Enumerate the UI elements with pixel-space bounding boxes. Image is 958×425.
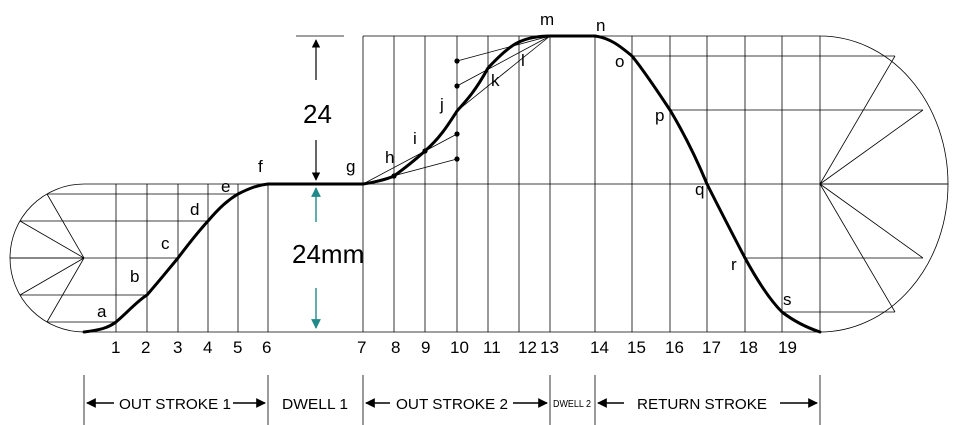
division-number: 17 xyxy=(702,338,721,357)
segment-label-outstroke-2: OUT STROKE 2 xyxy=(396,396,508,413)
division-number: 14 xyxy=(590,338,609,357)
curve-label-j: j xyxy=(439,95,444,114)
division-number: 16 xyxy=(665,338,684,357)
division-number: 3 xyxy=(173,338,182,357)
curve-label-o: o xyxy=(615,52,624,71)
curve-point-labels: a b c d e f g h i j k l m n o p q r s xyxy=(97,10,792,321)
curve-label-c: c xyxy=(161,234,170,253)
lift-mm-dimension: 24mm xyxy=(292,187,364,329)
division-number: 11 xyxy=(483,338,501,357)
division-number: 10 xyxy=(450,338,469,357)
division-number: 8 xyxy=(391,338,400,357)
division-number: 7 xyxy=(357,338,366,357)
curve-label-q: q xyxy=(695,180,704,199)
curve-label-s: s xyxy=(783,290,792,309)
lift-dimension: 24 xyxy=(296,35,344,181)
division-number: 5 xyxy=(233,338,242,357)
curve-label-h: h xyxy=(385,148,394,167)
division-number: 12 xyxy=(518,338,537,357)
division-number: 6 xyxy=(262,338,271,357)
curve-label-n: n xyxy=(596,16,605,35)
segment-label-return-stroke: RETURN STROKE xyxy=(637,396,767,413)
division-number: 1 xyxy=(111,338,120,357)
curve-label-m: m xyxy=(540,10,554,29)
lift-value: 24 xyxy=(303,99,332,129)
division-numbers: 1 2 3 4 5 6 7 8 9 10 11 12 13 14 15 16 1… xyxy=(111,338,797,357)
curve-label-d: d xyxy=(190,200,199,219)
curve-label-r: r xyxy=(731,255,737,274)
division-number: 13 xyxy=(540,338,559,357)
lift-mm-value: 24mm xyxy=(292,239,364,269)
segment-extent-lines xyxy=(83,375,821,425)
segment-label-outstroke-1: OUT STROKE 1 xyxy=(119,396,231,413)
outstroke2-grid xyxy=(362,35,551,332)
division-number: 4 xyxy=(203,338,212,357)
right-semicircle xyxy=(819,35,949,333)
curve-label-p: p xyxy=(655,106,664,125)
division-number: 2 xyxy=(141,338,150,357)
outstroke1-division-lines xyxy=(115,184,269,332)
curve-label-k: k xyxy=(491,71,500,90)
left-semicircle xyxy=(9,183,268,333)
curve-label-a: a xyxy=(97,302,107,321)
division-number: 18 xyxy=(739,338,758,357)
curve-label-g: g xyxy=(346,157,355,176)
curve-label-f: f xyxy=(258,157,263,176)
division-number: 19 xyxy=(778,338,797,357)
segment-label-dwell-1: DWELL 1 xyxy=(282,396,348,413)
curve-label-b: b xyxy=(130,267,139,286)
displacement-curve xyxy=(82,34,822,334)
curve-label-i: i xyxy=(413,129,417,148)
division-number: 15 xyxy=(627,338,646,357)
segment-label-dwell-2: DWELL 2 xyxy=(553,399,591,410)
division-number: 9 xyxy=(421,338,430,357)
curve-label-l: l xyxy=(521,51,525,70)
curve-label-e: e xyxy=(221,177,230,196)
